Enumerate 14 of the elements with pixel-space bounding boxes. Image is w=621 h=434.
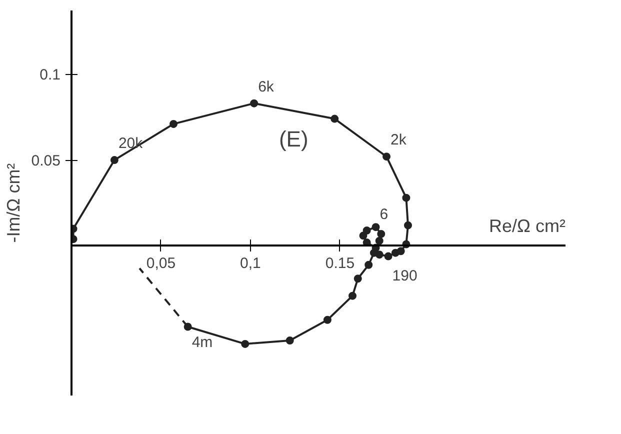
annotation: 2k (390, 132, 407, 149)
annotation: 6k (258, 78, 274, 96)
y-tick-label: 0.1 (40, 66, 61, 84)
x-tick-label: 0,05 (146, 254, 176, 272)
annotation: (E) (278, 126, 308, 152)
x-tick-label: 0.15 (325, 254, 355, 272)
annotation: 190 (392, 267, 418, 284)
annotation: 4m (192, 334, 213, 351)
x-tick-label: 0,1 (240, 254, 261, 272)
y-tick-label: 0.05 (31, 152, 61, 170)
x-axis-title: Re/Ω cm² (489, 216, 566, 236)
y-axis-title: -Im/Ω cm² (3, 163, 24, 243)
annotation: 6 (380, 206, 388, 224)
annotation: 20k (118, 135, 144, 152)
